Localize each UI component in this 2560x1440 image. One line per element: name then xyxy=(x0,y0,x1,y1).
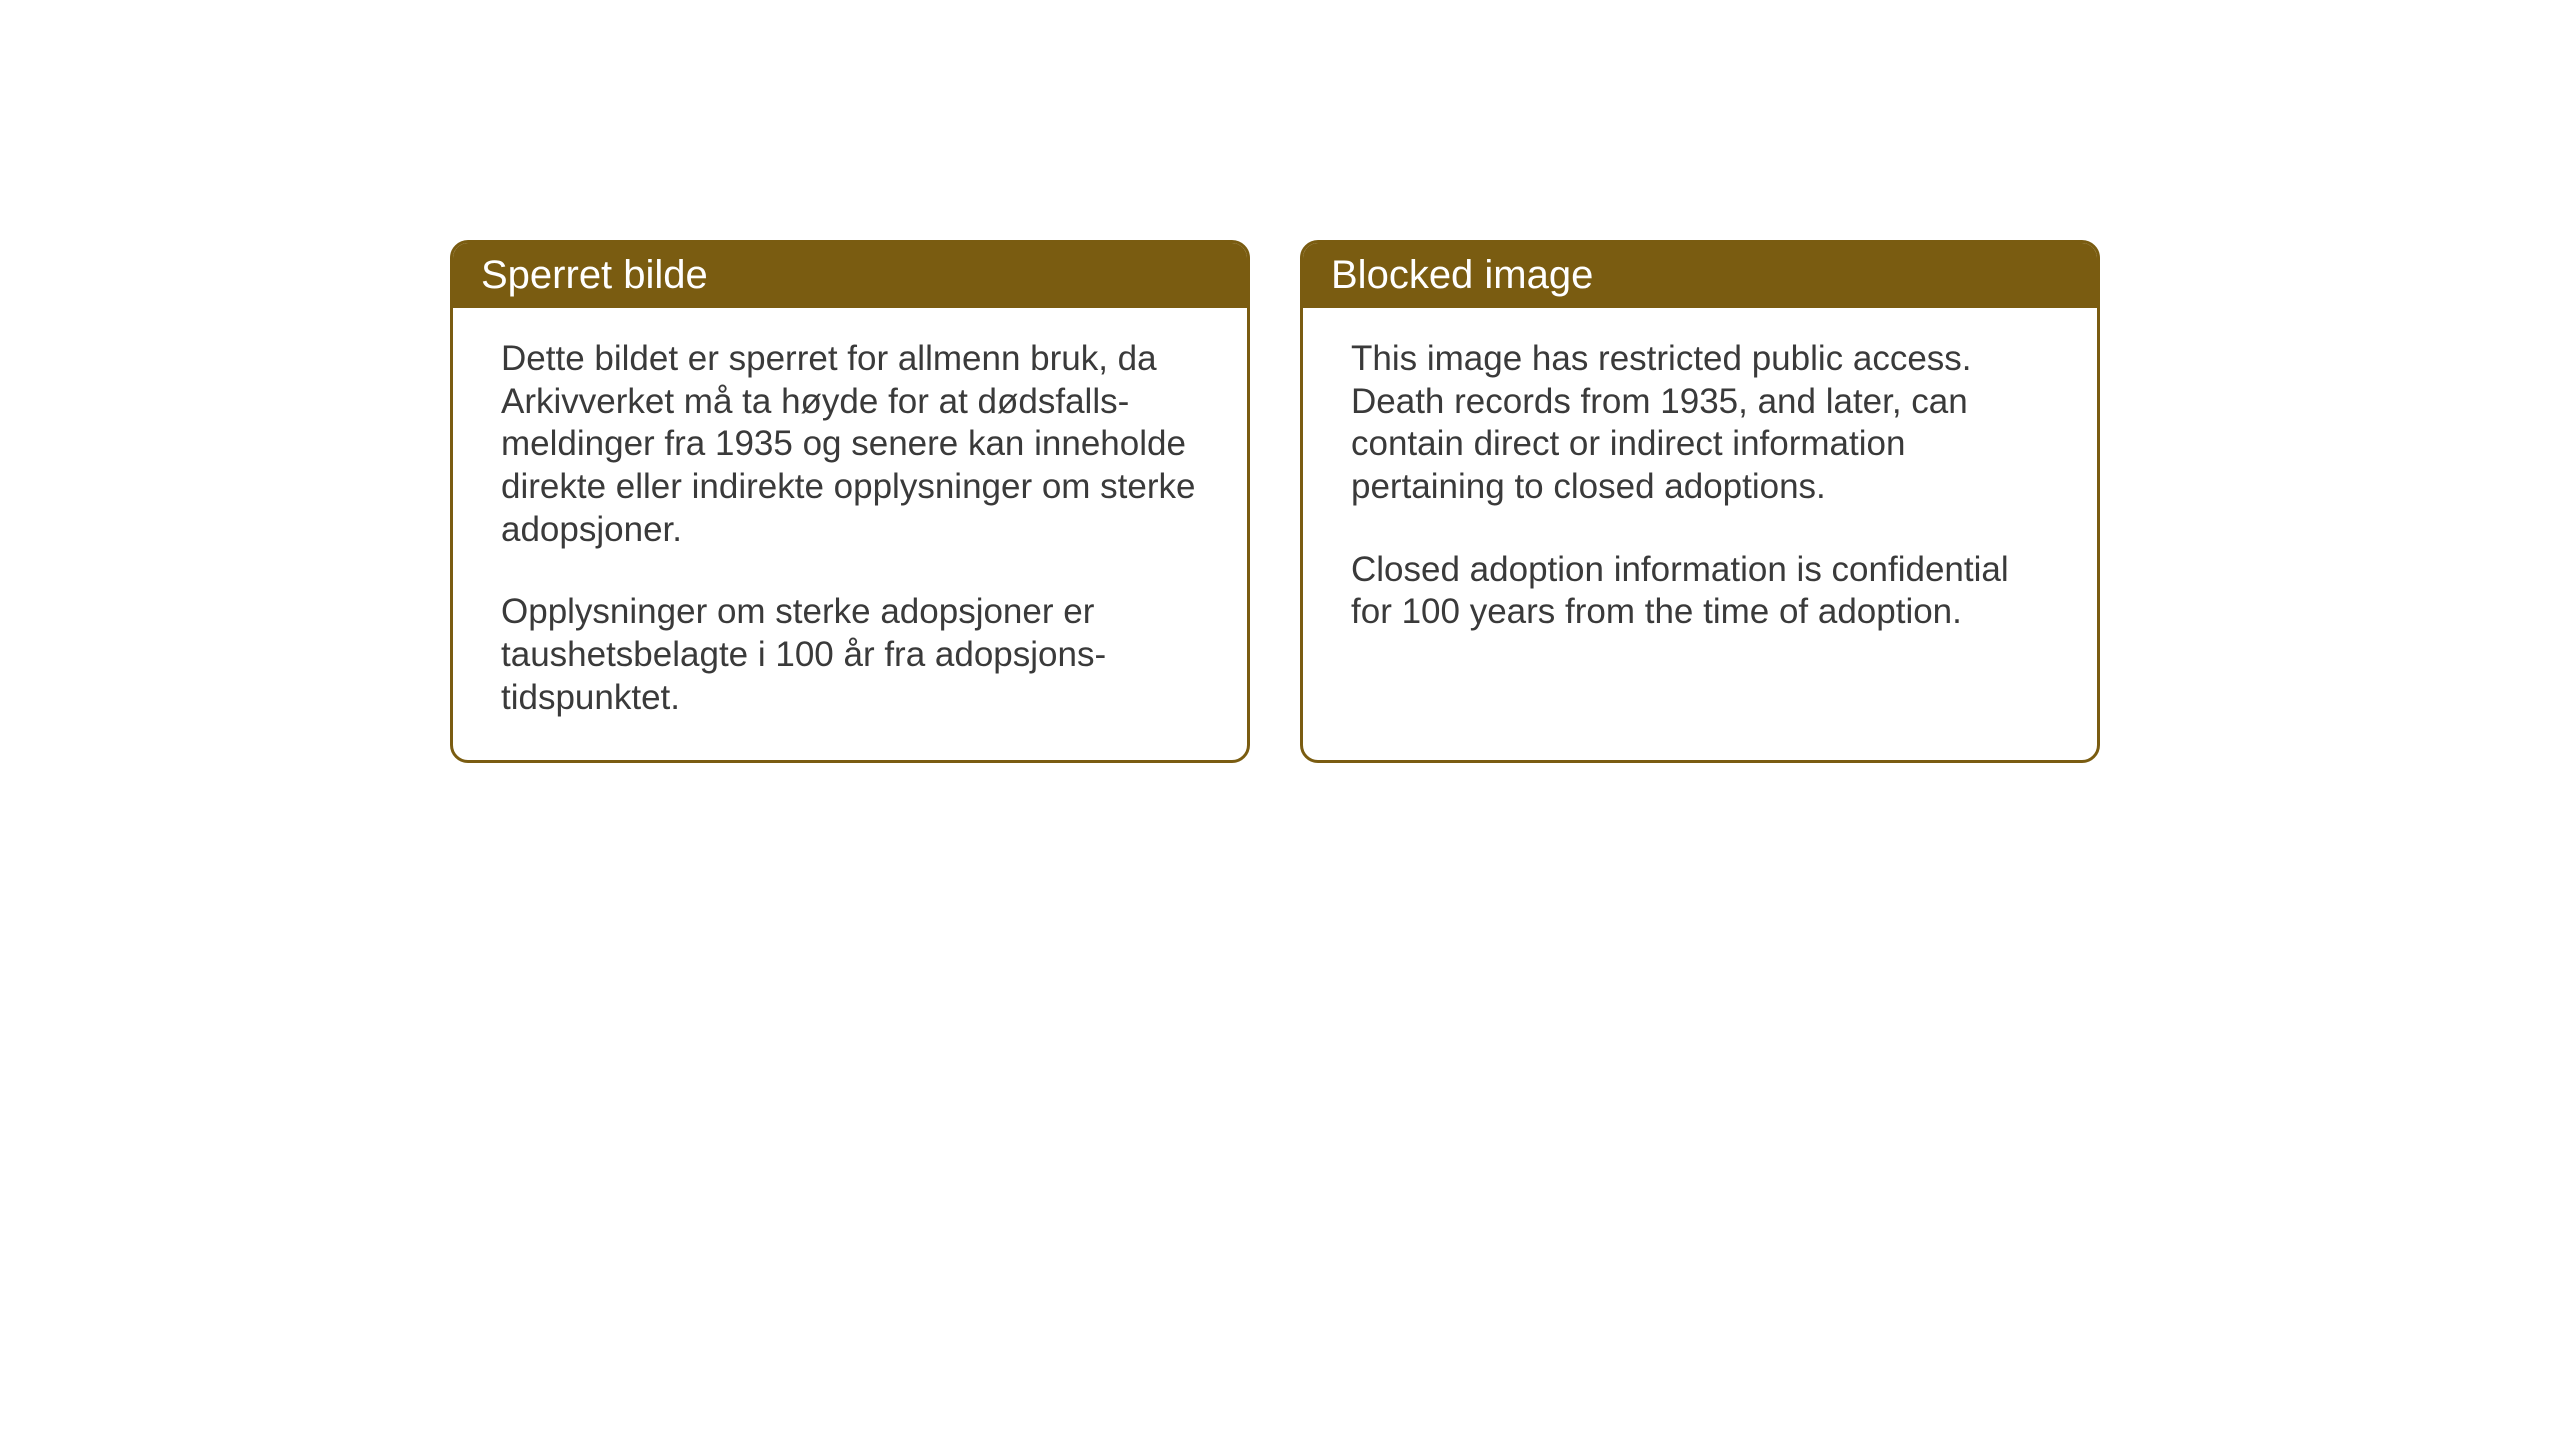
card-header-norwegian: Sperret bilde xyxy=(453,243,1247,308)
card-title-norwegian: Sperret bilde xyxy=(481,253,708,297)
cards-container: Sperret bilde Dette bildet er sperret fo… xyxy=(450,240,2100,763)
card-paragraph2-english: Closed adoption information is confident… xyxy=(1351,549,2049,634)
card-title-english: Blocked image xyxy=(1331,253,1593,297)
card-body-english: This image has restricted public access.… xyxy=(1303,308,2097,728)
card-english: Blocked image This image has restricted … xyxy=(1300,240,2100,763)
card-body-norwegian: Dette bildet er sperret for allmenn bruk… xyxy=(453,308,1247,760)
card-paragraph1-norwegian: Dette bildet er sperret for allmenn bruk… xyxy=(501,338,1199,551)
card-norwegian: Sperret bilde Dette bildet er sperret fo… xyxy=(450,240,1250,763)
card-paragraph1-english: This image has restricted public access.… xyxy=(1351,338,2049,509)
card-paragraph2-norwegian: Opplysninger om sterke adopsjoner er tau… xyxy=(501,591,1199,719)
card-header-english: Blocked image xyxy=(1303,243,2097,308)
